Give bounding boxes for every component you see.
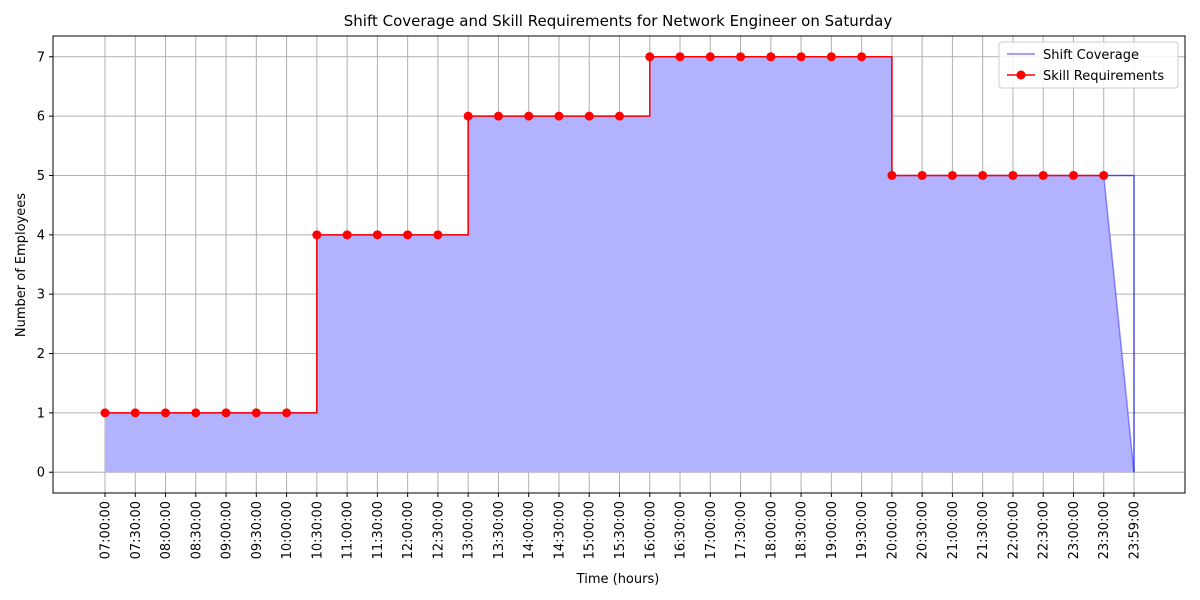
skill-requirement-point bbox=[554, 111, 564, 121]
skill-requirement-point bbox=[312, 230, 322, 240]
skill-requirement-point bbox=[403, 230, 413, 240]
skill-requirements-line bbox=[100, 52, 1109, 418]
skill-requirement-point bbox=[1099, 170, 1109, 180]
x-tick-label: 21:00:00 bbox=[946, 501, 961, 559]
skill-requirement-point bbox=[766, 52, 776, 62]
skill-requirement-point bbox=[1068, 170, 1078, 180]
skill-requirement-point bbox=[524, 111, 534, 121]
x-axis-ticks: 07:00:00 07:30:00 08:00:00 08:30:00 09:00:00… bbox=[99, 493, 1143, 559]
skill-requirement-point bbox=[705, 52, 715, 62]
x-tick-label: 14:30:00 bbox=[552, 501, 567, 559]
x-tick-label: 08:30:00 bbox=[189, 501, 204, 559]
skill-requirement-point bbox=[826, 52, 836, 62]
x-tick-label: 08:00:00 bbox=[159, 501, 174, 559]
x-axis-label: Time (hours) bbox=[576, 572, 660, 587]
skill-requirement-point bbox=[796, 52, 806, 62]
skill-requirement-point bbox=[161, 408, 171, 418]
x-tick-label: 11:30:00 bbox=[371, 501, 386, 559]
x-tick-label: 13:30:00 bbox=[492, 501, 507, 559]
skill-requirement-point bbox=[645, 52, 655, 62]
x-tick-label: 17:30:00 bbox=[734, 501, 749, 559]
x-tick-label: 15:00:00 bbox=[583, 501, 598, 559]
skill-requirement-point bbox=[100, 408, 110, 418]
skill-requirement-point bbox=[493, 111, 503, 121]
x-tick-label: 16:30:00 bbox=[674, 501, 689, 559]
legend-marker-skill-requirements bbox=[1016, 70, 1026, 80]
skill-requirements-path bbox=[105, 56, 1104, 414]
legend-label-skill-requirements: Skill Requirements bbox=[1043, 69, 1164, 84]
skill-requirement-point bbox=[1008, 170, 1018, 180]
y-axis-ticks: 0 1 2 3 4 5 6 7 bbox=[37, 50, 53, 481]
y-tick-label: 4 bbox=[37, 228, 45, 243]
skill-requirement-point bbox=[251, 408, 261, 418]
x-tick-label: 22:30:00 bbox=[1037, 501, 1052, 559]
skill-requirement-point bbox=[917, 170, 927, 180]
skill-requirement-point bbox=[947, 170, 957, 180]
x-tick-label: 20:30:00 bbox=[916, 501, 931, 559]
y-tick-label: 3 bbox=[37, 288, 45, 303]
x-tick-label: 18:30:00 bbox=[795, 501, 810, 559]
x-tick-label: 14:00:00 bbox=[522, 501, 537, 559]
x-tick-label: 07:30:00 bbox=[129, 501, 144, 559]
skill-requirement-point bbox=[615, 111, 624, 121]
x-tick-label: 13:00:00 bbox=[462, 501, 477, 559]
legend: Shift Coverage Skill Requirements bbox=[998, 41, 1179, 89]
skill-requirement-point bbox=[221, 408, 231, 418]
y-tick-label: 0 bbox=[37, 466, 45, 481]
skill-requirement-point bbox=[675, 52, 685, 62]
legend-box bbox=[998, 41, 1179, 89]
legend-label-shift-coverage: Shift Coverage bbox=[1043, 48, 1139, 63]
x-tick-label: 15:30:00 bbox=[613, 501, 628, 559]
y-tick-label: 7 bbox=[37, 50, 45, 65]
skill-requirement-point bbox=[342, 230, 352, 240]
skill-requirement-point bbox=[463, 111, 473, 121]
y-tick-label: 1 bbox=[37, 406, 45, 421]
skill-requirement-point bbox=[1038, 170, 1048, 180]
skill-requirement-point bbox=[282, 408, 292, 418]
x-tick-label: 10:30:00 bbox=[310, 501, 325, 559]
y-tick-label: 2 bbox=[37, 347, 45, 362]
x-tick-label: 11:00:00 bbox=[341, 501, 356, 559]
skill-requirement-point bbox=[584, 111, 594, 121]
skill-requirement-point bbox=[887, 170, 897, 180]
skill-requirement-point bbox=[372, 230, 382, 240]
shift-coverage-fill bbox=[105, 56, 1134, 473]
x-tick-label: 23:30:00 bbox=[1097, 501, 1112, 559]
x-tick-label: 10:00:00 bbox=[280, 501, 295, 559]
x-tick-label: 20:00:00 bbox=[885, 501, 900, 559]
y-axis-label: Number of Employees bbox=[14, 193, 29, 337]
x-tick-label: 09:00:00 bbox=[220, 501, 235, 559]
x-tick-label: 19:30:00 bbox=[855, 501, 870, 559]
x-tick-label: 22:00:00 bbox=[1006, 501, 1021, 559]
skill-requirement-point bbox=[736, 52, 746, 62]
chart-title: Shift Coverage and Skill Requirements fo… bbox=[344, 12, 893, 30]
skill-requirement-point bbox=[978, 170, 988, 180]
skill-requirement-point bbox=[191, 408, 201, 418]
x-tick-label: 12:00:00 bbox=[401, 501, 416, 559]
shift-coverage-step-edge bbox=[1103, 174, 1135, 473]
x-tick-label: 07:00:00 bbox=[99, 501, 114, 559]
y-tick-label: 6 bbox=[37, 110, 45, 125]
x-tick-label: 19:00:00 bbox=[825, 501, 840, 559]
x-tick-label: 09:30:00 bbox=[250, 501, 265, 559]
x-tick-label: 16:00:00 bbox=[643, 501, 658, 559]
skill-requirement-point bbox=[433, 230, 443, 240]
x-tick-label: 17:00:00 bbox=[704, 501, 719, 559]
x-tick-label: 18:00:00 bbox=[764, 501, 779, 559]
x-tick-label: 21:30:00 bbox=[976, 501, 991, 559]
skill-requirement-point bbox=[130, 408, 140, 418]
skill-requirement-point bbox=[857, 52, 867, 62]
x-tick-label: 12:30:00 bbox=[431, 501, 446, 559]
x-tick-label: 23:00:00 bbox=[1067, 501, 1082, 559]
y-tick-label: 5 bbox=[37, 169, 45, 184]
x-tick-label: 23:59:00 bbox=[1128, 501, 1143, 559]
